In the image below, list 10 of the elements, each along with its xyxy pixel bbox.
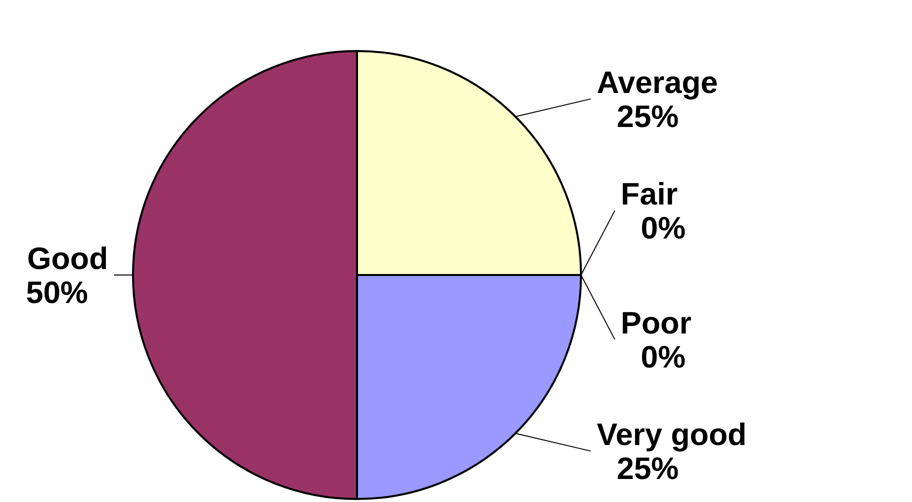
text: 0% [640, 210, 686, 246]
text: 0% [640, 339, 686, 374]
data-label: 50% [26, 275, 88, 310]
data-label: 25% [616, 98, 679, 134]
category-label: Fair [620, 176, 678, 212]
slice-label: Average [596, 64, 718, 100]
legend-label: Poor [620, 305, 692, 340]
data-label: 25% [616, 451, 679, 486]
slice-label: Very good [596, 417, 747, 452]
slice-label: Good [27, 241, 108, 276]
